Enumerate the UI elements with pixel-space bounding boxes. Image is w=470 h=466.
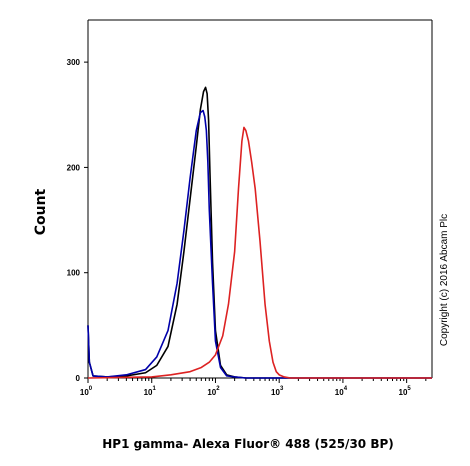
series-layer	[87, 86, 432, 379]
x-axis-title: HP1 gamma- Alexa Fluor® 488 (525/30 BP)	[102, 437, 394, 451]
y-tick-label: 200	[67, 163, 81, 172]
tick-labels: 0 100 200 300 100 101 102 103 104 105	[67, 58, 412, 397]
x-tick-label: 104	[335, 386, 348, 397]
series-line-2	[87, 109, 432, 379]
y-tick-label: 100	[67, 269, 81, 278]
x-tick-label: 101	[144, 386, 157, 397]
series-line-3	[87, 126, 432, 379]
copyright-annotation: Copyright (c) 2016 Abcam Plc	[439, 214, 450, 346]
plot-axes	[84, 19, 433, 383]
y-tick-label: 300	[67, 58, 81, 67]
x-tick-label: 105	[399, 386, 412, 397]
x-tick-label: 102	[207, 386, 220, 397]
y-tick-label: 0	[76, 374, 81, 383]
x-tick-label: 100	[80, 386, 93, 397]
y-axis-title: Count	[33, 188, 49, 235]
x-tick-label: 103	[271, 386, 284, 397]
